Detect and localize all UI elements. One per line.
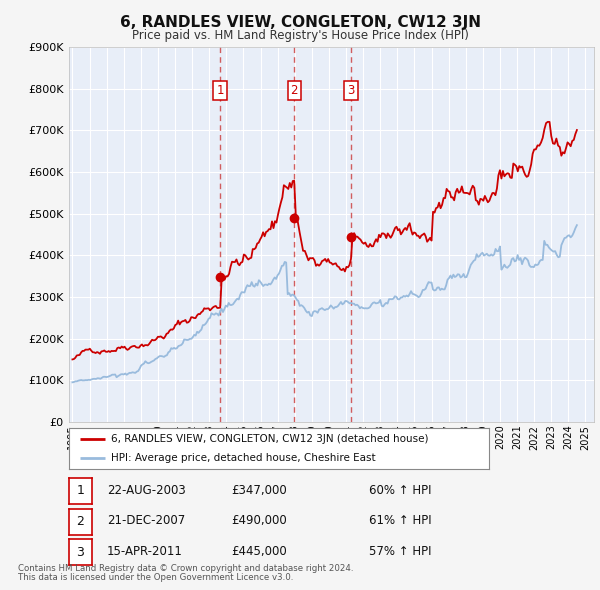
Text: 1: 1 (217, 84, 224, 97)
Text: 2: 2 (290, 84, 298, 97)
Text: HPI: Average price, detached house, Cheshire East: HPI: Average price, detached house, Ches… (111, 453, 376, 463)
Text: 21-DEC-2007: 21-DEC-2007 (107, 514, 185, 527)
Text: 15-APR-2011: 15-APR-2011 (107, 545, 182, 558)
Text: 2: 2 (76, 515, 85, 528)
Text: £347,000: £347,000 (231, 484, 287, 497)
Text: 60% ↑ HPI: 60% ↑ HPI (369, 484, 431, 497)
Text: £445,000: £445,000 (231, 545, 287, 558)
Text: 3: 3 (347, 84, 355, 97)
Text: 22-AUG-2003: 22-AUG-2003 (107, 484, 185, 497)
Text: Price paid vs. HM Land Registry's House Price Index (HPI): Price paid vs. HM Land Registry's House … (131, 30, 469, 42)
Text: 1: 1 (76, 484, 85, 497)
Text: 6, RANDLES VIEW, CONGLETON, CW12 3JN: 6, RANDLES VIEW, CONGLETON, CW12 3JN (119, 15, 481, 30)
Text: 6, RANDLES VIEW, CONGLETON, CW12 3JN (detached house): 6, RANDLES VIEW, CONGLETON, CW12 3JN (de… (111, 434, 428, 444)
Text: 57% ↑ HPI: 57% ↑ HPI (369, 545, 431, 558)
Text: 61% ↑ HPI: 61% ↑ HPI (369, 514, 431, 527)
Text: Contains HM Land Registry data © Crown copyright and database right 2024.: Contains HM Land Registry data © Crown c… (18, 564, 353, 573)
Text: This data is licensed under the Open Government Licence v3.0.: This data is licensed under the Open Gov… (18, 573, 293, 582)
Text: 3: 3 (76, 546, 85, 559)
Text: £490,000: £490,000 (231, 514, 287, 527)
